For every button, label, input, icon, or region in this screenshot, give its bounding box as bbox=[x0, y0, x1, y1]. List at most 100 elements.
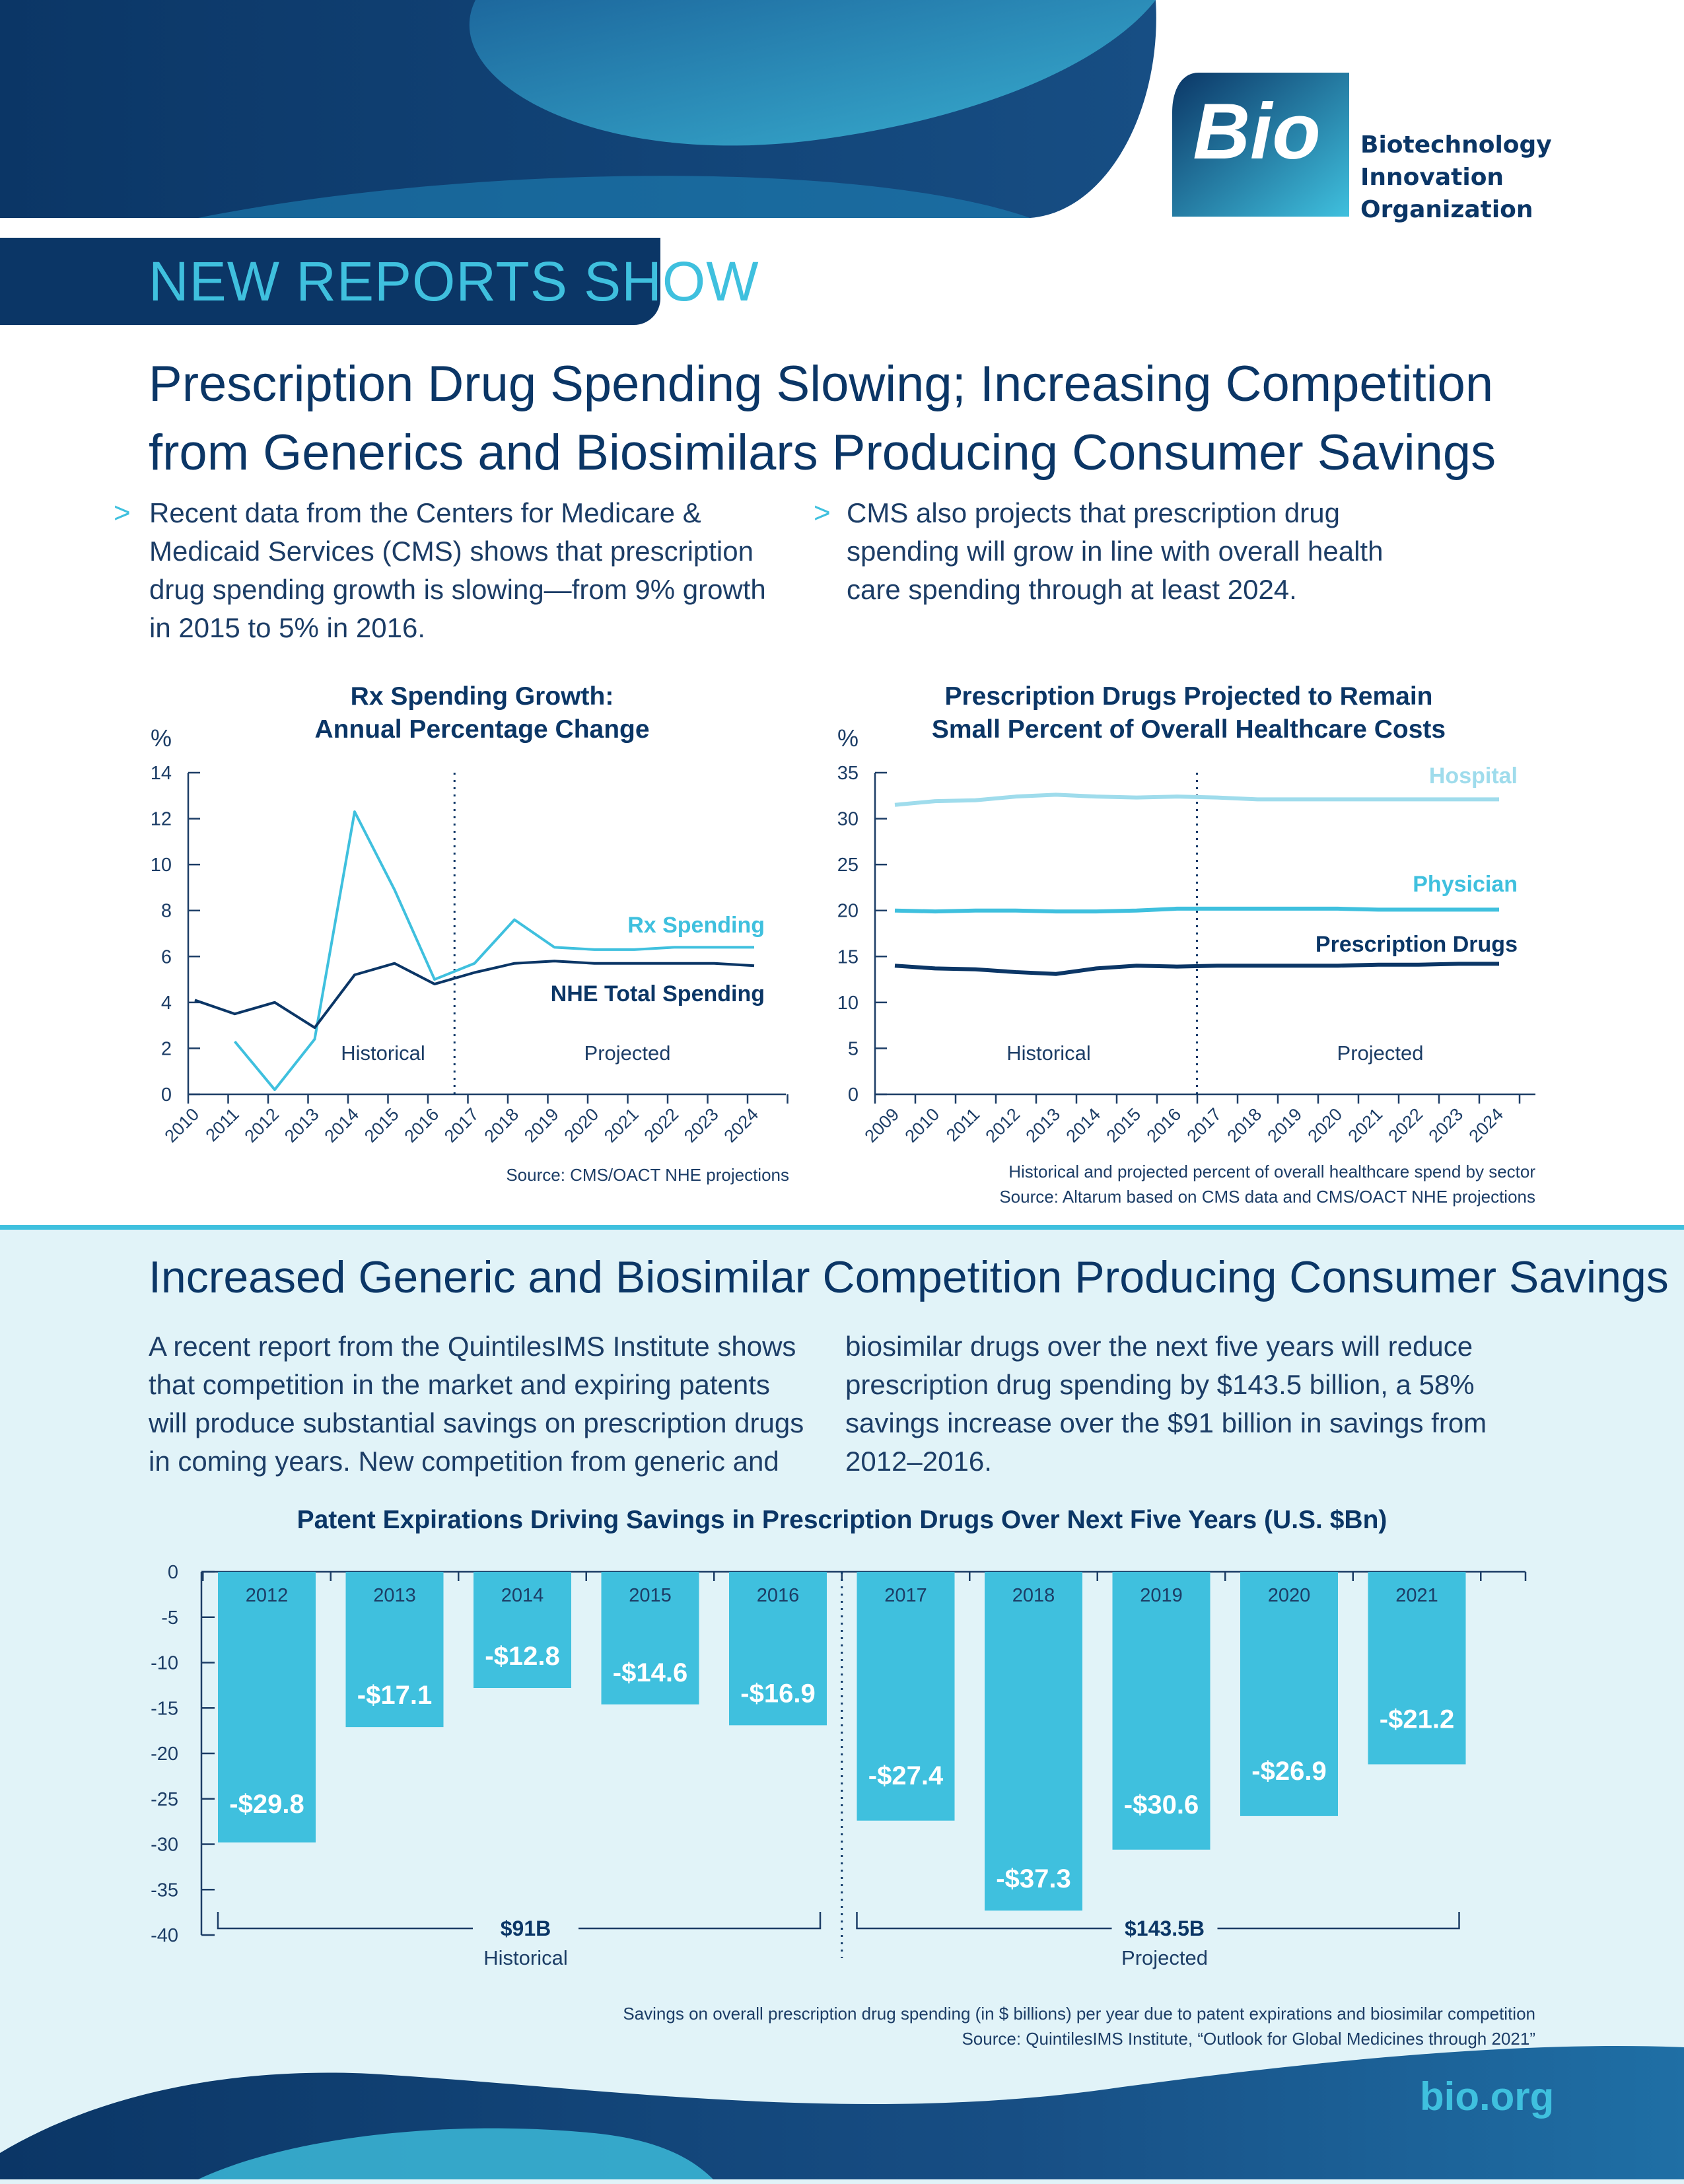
y-tick-label: -10 bbox=[151, 1653, 178, 1674]
bullet-left-line-4: in 2015 to 5% in 2016. bbox=[149, 609, 810, 647]
bar-value-label: -$14.6 bbox=[613, 1658, 687, 1687]
bullet-marker-right: > bbox=[814, 497, 831, 530]
region-label-projected: Projected bbox=[1337, 1041, 1424, 1065]
y-tick-label: 0 bbox=[168, 1562, 178, 1583]
bar-2018 bbox=[985, 1572, 1082, 1911]
para-left-line-1: A recent report from the QuintilesIMS In… bbox=[149, 1327, 842, 1366]
x-tick-label: 2019 bbox=[520, 1104, 563, 1146]
y-tick-label: -35 bbox=[151, 1880, 178, 1901]
y-tick-label: 10 bbox=[151, 855, 172, 876]
chart1-title-line-1: Rx Spending Growth: bbox=[251, 680, 713, 713]
bar-value-label: -$29.8 bbox=[229, 1790, 304, 1819]
x-tick-label: 2024 bbox=[1465, 1104, 1508, 1146]
chart3-patent-savings: 0-5-10-15-20-25-30-35-402012-$29.82013-$… bbox=[132, 1552, 1552, 1988]
y-tick-label: -20 bbox=[151, 1744, 178, 1765]
section2-title: Increased Generic and Biosimilar Competi… bbox=[149, 1251, 1669, 1303]
bar-category-label: 2016 bbox=[757, 1585, 800, 1606]
bar-value-label: -$30.6 bbox=[1124, 1790, 1199, 1819]
x-tick-label: 2009 bbox=[861, 1104, 903, 1146]
x-tick-label: 2022 bbox=[1385, 1104, 1427, 1146]
x-tick-label: 2010 bbox=[901, 1104, 944, 1146]
y-tick-label: 6 bbox=[161, 946, 172, 968]
bullet-left-line-3: drug spending growth is slowing—from 9% … bbox=[149, 571, 810, 609]
para-right-line-4: 2012–2016. bbox=[845, 1442, 1539, 1481]
y-tick-label: 25 bbox=[837, 855, 859, 876]
page-headline: Prescription Drug Spending Slowing; Incr… bbox=[149, 350, 1568, 487]
x-tick-label: 2024 bbox=[720, 1104, 763, 1146]
org-name-line-3: Organization bbox=[1360, 194, 1552, 226]
x-tick-label: 2022 bbox=[641, 1104, 683, 1146]
bullet-right-line-2: spending will grow in line with overall … bbox=[847, 532, 1507, 571]
para-left-line-4: in coming years. New competition from ge… bbox=[149, 1442, 842, 1481]
x-tick-label: 2012 bbox=[241, 1104, 283, 1146]
org-name-line-2: Innovation bbox=[1360, 161, 1552, 194]
x-tick-label: 2023 bbox=[680, 1104, 722, 1146]
group-period-label: Projected bbox=[1121, 1946, 1208, 1969]
y-tick-label: 0 bbox=[161, 1084, 172, 1106]
series-label-rx-spending: Rx Spending bbox=[627, 913, 765, 938]
x-tick-label: 2015 bbox=[1103, 1104, 1145, 1146]
y-axis-unit-label: % bbox=[151, 724, 172, 752]
region-label-projected: Projected bbox=[584, 1041, 671, 1065]
chart2-captions: Historical and projected percent of over… bbox=[859, 1159, 1535, 1209]
x-tick-label: 2010 bbox=[161, 1104, 203, 1146]
y-tick-label: 8 bbox=[161, 901, 172, 922]
chart2-caption: Historical and projected percent of over… bbox=[859, 1159, 1535, 1184]
x-tick-label: 2014 bbox=[1063, 1104, 1105, 1146]
x-tick-label: 2017 bbox=[440, 1104, 483, 1146]
x-tick-label: 2018 bbox=[481, 1104, 523, 1146]
series-label-physician: Physician bbox=[1413, 872, 1518, 897]
bullet-left-line-1: Recent data from the Centers for Medicar… bbox=[149, 494, 810, 532]
series-label-prescription-drugs: Prescription Drugs bbox=[1316, 932, 1518, 957]
y-tick-label: -40 bbox=[151, 1925, 178, 1946]
bullet-marker-left: > bbox=[114, 497, 131, 530]
x-tick-label: 2020 bbox=[561, 1104, 603, 1146]
bar-category-label: 2013 bbox=[373, 1585, 416, 1606]
website-link[interactable]: bio.org bbox=[1420, 2074, 1554, 2119]
bar-value-label: -$21.2 bbox=[1380, 1705, 1454, 1734]
y-tick-label: -15 bbox=[151, 1698, 178, 1719]
y-tick-label: -5 bbox=[161, 1607, 178, 1629]
bullet-left: Recent data from the Centers for Medicar… bbox=[149, 494, 810, 647]
bio-logo-badge: Bio bbox=[1172, 73, 1349, 217]
x-tick-label: 2014 bbox=[321, 1104, 363, 1146]
chart2-source: Source: Altarum based on CMS data and CM… bbox=[859, 1184, 1535, 1209]
x-tick-label: 2018 bbox=[1224, 1104, 1266, 1146]
bullet-left-line-2: Medicaid Services (CMS) shows that presc… bbox=[149, 532, 810, 571]
x-tick-label: 2017 bbox=[1183, 1104, 1226, 1146]
para-right-line-3: savings increase over the $91 billion in… bbox=[845, 1404, 1539, 1442]
x-tick-label: 2015 bbox=[361, 1104, 403, 1146]
headline-line-2: from Generics and Biosimilars Producing … bbox=[149, 419, 1568, 487]
bar-value-label: -$26.9 bbox=[1251, 1757, 1326, 1786]
para-right-line-2: prescription drug spending by $143.5 bil… bbox=[845, 1366, 1539, 1404]
y-tick-label: 20 bbox=[837, 901, 859, 922]
org-name-line-1: Biotechnology bbox=[1360, 129, 1552, 161]
bar-category-label: 2019 bbox=[1140, 1585, 1183, 1606]
x-tick-label: 2011 bbox=[942, 1104, 983, 1145]
para-left-line-2: that competition in the market and expir… bbox=[149, 1366, 842, 1404]
group-period-label: Historical bbox=[483, 1946, 567, 1969]
chart2-title-line-1: Prescription Drugs Projected to Remain bbox=[859, 680, 1519, 713]
organization-name: Biotechnology Innovation Organization bbox=[1360, 129, 1552, 226]
chart1-source: Source: CMS/OACT NHE projections bbox=[330, 1162, 789, 1187]
bar-category-label: 2018 bbox=[1012, 1585, 1055, 1606]
bar-value-label: -$27.4 bbox=[868, 1761, 944, 1790]
group-total-label: $143.5B bbox=[1125, 1917, 1205, 1940]
y-tick-label: -25 bbox=[151, 1789, 178, 1810]
chart2-healthcare-share: %051015202530352009201020112012201320142… bbox=[806, 713, 1552, 1176]
x-tick-label: 2016 bbox=[401, 1104, 443, 1146]
bullet-right-line-3: care spending through at least 2024. bbox=[847, 571, 1507, 609]
region-label-historical: Historical bbox=[341, 1041, 425, 1065]
y-tick-label: 14 bbox=[151, 763, 172, 784]
x-tick-label: 2023 bbox=[1425, 1104, 1467, 1146]
bar-category-label: 2014 bbox=[501, 1585, 544, 1606]
bio-logo[interactable]: Bio Biotechnology Innovation Organizatio… bbox=[1172, 69, 1568, 221]
bar-category-label: 2017 bbox=[884, 1585, 927, 1606]
y-tick-label: 30 bbox=[837, 809, 859, 830]
series-label-nhe-total-spending: NHE Total Spending bbox=[551, 981, 765, 1006]
para-left-line-3: will produce substantial savings on pres… bbox=[149, 1404, 842, 1442]
group-total-label: $91B bbox=[501, 1917, 551, 1940]
y-tick-label: -30 bbox=[151, 1835, 178, 1856]
x-tick-label: 2012 bbox=[982, 1104, 1024, 1146]
y-axis-unit-label: % bbox=[837, 724, 859, 752]
